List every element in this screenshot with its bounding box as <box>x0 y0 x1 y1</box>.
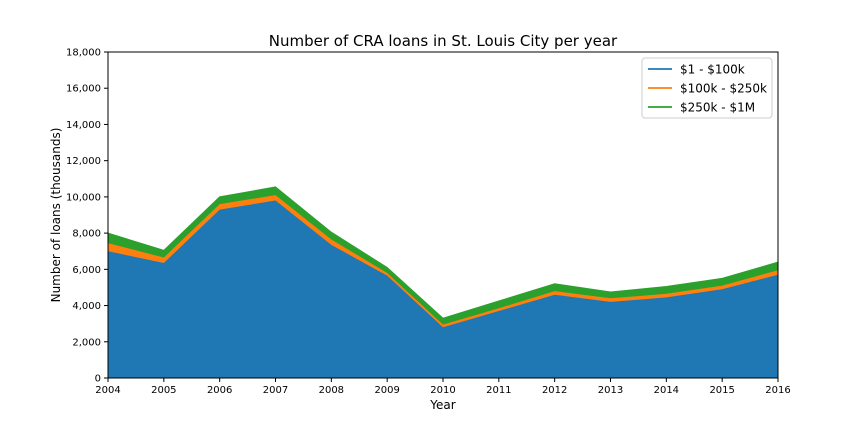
x-tick-label: 2007 <box>263 385 288 396</box>
y-tick-label: 6,000 <box>72 265 101 276</box>
x-tick-label: 2011 <box>486 385 511 396</box>
x-tick-label: 2004 <box>95 385 120 396</box>
legend: $1 - $100k $100k - $250k $250k - $1M <box>641 57 773 119</box>
y-tick-label: 12,000 <box>66 156 101 167</box>
x-tick-label: 2014 <box>654 385 679 396</box>
x-axis-label: Year <box>429 398 455 412</box>
y-tick-label: 16,000 <box>66 84 101 95</box>
x-tick-label: 2013 <box>598 385 623 396</box>
x-tick-label: 2015 <box>709 385 734 396</box>
y-tick-label: 10,000 <box>66 192 101 203</box>
x-tick-label: 2006 <box>207 385 232 396</box>
area-series-group <box>107 186 779 378</box>
axis-ticks-group: 0 2,000 4,000 6,000 8,000 10,000 12,000 14,000 1… <box>66 48 791 397</box>
y-tick-label: 14,000 <box>66 120 101 131</box>
legend-box <box>641 57 773 119</box>
y-tick-label: 2,000 <box>72 337 101 348</box>
area-series-3-edge <box>107 186 779 319</box>
x-tick-label: 2012 <box>542 385 567 396</box>
legend-entry: $1 - $100k <box>680 63 745 77</box>
y-tick-label: 4,000 <box>72 301 101 312</box>
x-tick-label: 2016 <box>765 385 790 396</box>
area-series-1-edge <box>107 199 779 328</box>
y-tick-label: 8,000 <box>72 229 101 240</box>
y-axis-label: Number of loans (thousands) <box>49 128 63 303</box>
x-tick-label: 2010 <box>430 385 455 396</box>
area-series-1 <box>108 200 778 378</box>
y-tick-label: 0 <box>95 374 101 385</box>
legend-entry: $100k - $250k <box>680 82 767 96</box>
legend-entry: $250k - $1M <box>680 101 755 115</box>
plot-frame <box>107 51 779 379</box>
chart-title: Number of CRA loans in St. Louis City pe… <box>269 32 618 50</box>
y-tick-label: 18,000 <box>66 48 101 59</box>
x-tick-label: 2008 <box>319 385 344 396</box>
x-tick-label: 2005 <box>151 385 176 396</box>
x-tick-label: 2009 <box>374 385 399 396</box>
